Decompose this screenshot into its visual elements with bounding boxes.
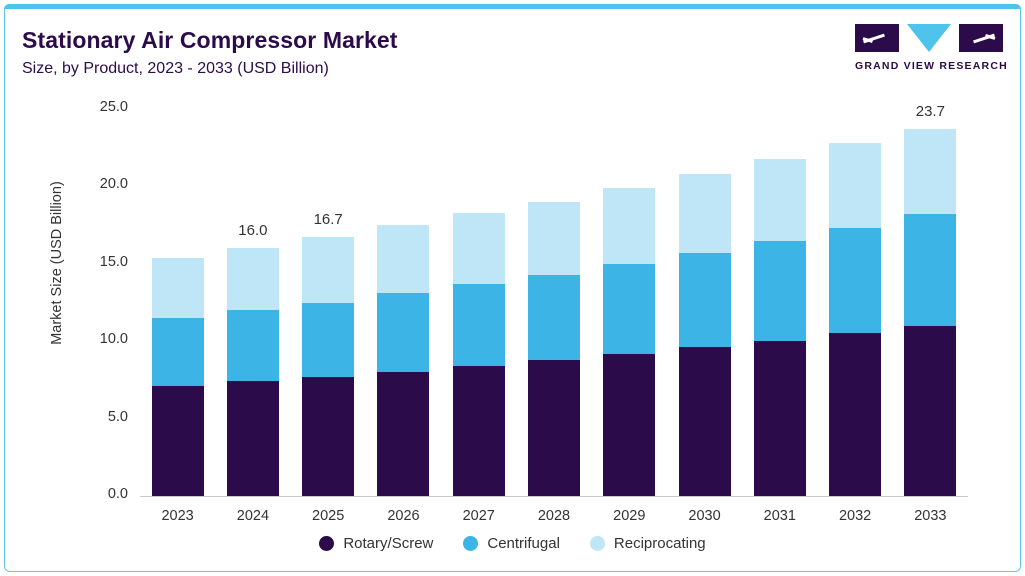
bar-stack[interactable] bbox=[678, 109, 731, 496]
bar-value-label: 16.0 bbox=[238, 222, 268, 240]
bar-segment-centrifugal[interactable] bbox=[302, 302, 355, 377]
logo-triangle-icon bbox=[907, 24, 951, 52]
bar-stack[interactable] bbox=[904, 109, 957, 496]
logo-right-box-icon bbox=[959, 24, 1003, 52]
y-axis-tick-label: 20.0 bbox=[99, 176, 128, 193]
bar-segment-rotary-screw[interactable] bbox=[528, 359, 580, 496]
bar-segment-rotary-screw[interactable] bbox=[678, 347, 731, 496]
bar-segment-centrifugal[interactable] bbox=[603, 263, 656, 354]
bar-segment-reciprocating[interactable] bbox=[829, 143, 882, 229]
bar-segment-centrifugal[interactable] bbox=[151, 317, 204, 387]
bar-segment-centrifugal[interactable] bbox=[678, 252, 731, 348]
y-axis-tick-label: 0.0 bbox=[107, 486, 128, 502]
bar-segment-reciprocating[interactable] bbox=[603, 187, 656, 264]
y-axis-tick-label: 5.0 bbox=[107, 408, 128, 425]
bar-stack[interactable] bbox=[377, 109, 430, 496]
bar-segment-rotary-screw[interactable] bbox=[603, 353, 656, 496]
brand-logo: GRAND VIEW RESEARCH bbox=[855, 24, 1008, 76]
bar-segment-rotary-screw[interactable] bbox=[829, 333, 882, 496]
bar-segment-reciprocating[interactable] bbox=[678, 174, 731, 253]
bar-stack[interactable] bbox=[603, 109, 656, 496]
bar-segment-reciprocating[interactable] bbox=[904, 129, 957, 215]
legend-item[interactable]: Centrifugal bbox=[463, 535, 560, 552]
x-axis-tick-label: 2031 bbox=[763, 508, 796, 524]
bar-segment-reciprocating[interactable] bbox=[302, 237, 355, 303]
bar-segment-centrifugal[interactable] bbox=[753, 240, 806, 342]
x-axis-line bbox=[140, 496, 968, 497]
x-axis-tick-label: 2029 bbox=[613, 508, 646, 524]
y-axis-tick-label: 15.0 bbox=[99, 253, 128, 270]
x-axis-tick-label: 2025 bbox=[312, 508, 345, 524]
page-title: Stationary Air Compressor Market bbox=[22, 27, 398, 53]
bar-segment-centrifugal[interactable] bbox=[377, 293, 430, 373]
bar-stack[interactable] bbox=[151, 109, 204, 496]
bar-stack[interactable] bbox=[528, 109, 580, 496]
bar-segment-centrifugal[interactable] bbox=[904, 214, 957, 326]
bar-stack[interactable] bbox=[302, 109, 355, 496]
logo-text: GRAND VIEW RESEARCH bbox=[855, 60, 1008, 72]
bar-segment-rotary-screw[interactable] bbox=[377, 372, 430, 496]
bar-segment-rotary-screw[interactable] bbox=[753, 341, 806, 496]
x-axis-tick-label: 2023 bbox=[161, 508, 194, 524]
x-axis-tick-label: 2030 bbox=[688, 508, 721, 524]
x-axis-tick-label: 2033 bbox=[914, 508, 947, 524]
bar-segment-rotary-screw[interactable] bbox=[452, 365, 505, 496]
legend-color-swatch bbox=[319, 536, 335, 551]
bar-segment-reciprocating[interactable] bbox=[753, 158, 806, 241]
x-axis-tick-label: 2032 bbox=[838, 508, 872, 524]
bar-segment-reciprocating[interactable] bbox=[528, 201, 580, 275]
x-axis-tick-label: 2028 bbox=[537, 508, 571, 524]
legend-label: Reciprocating bbox=[613, 535, 706, 552]
legend-color-swatch bbox=[589, 536, 605, 551]
legend-label: Centrifugal bbox=[487, 535, 560, 552]
bar-value-label: 23.7 bbox=[915, 103, 945, 121]
y-axis-tick-label: 25.0 bbox=[99, 99, 128, 115]
bar-stack[interactable] bbox=[226, 109, 279, 496]
bar-stack[interactable] bbox=[452, 109, 505, 496]
top-accent-bar bbox=[4, 4, 1021, 9]
bar-segment-rotary-screw[interactable] bbox=[302, 376, 355, 496]
logo-marks bbox=[855, 24, 1003, 54]
bar-segment-centrifugal[interactable] bbox=[226, 310, 279, 382]
bar-value-label: 16.7 bbox=[313, 211, 343, 229]
bar-segment-reciprocating[interactable] bbox=[452, 212, 505, 284]
legend-label: Rotary/Screw bbox=[343, 535, 434, 552]
bar-segment-rotary-screw[interactable] bbox=[226, 381, 279, 496]
bar-segment-reciprocating[interactable] bbox=[151, 257, 204, 318]
y-axis-title: Market Size (USD Billion) bbox=[49, 181, 65, 345]
bar-stack[interactable] bbox=[753, 109, 806, 496]
bar-segment-rotary-screw[interactable] bbox=[904, 325, 957, 496]
bar-segment-reciprocating[interactable] bbox=[226, 248, 279, 311]
bar-segment-centrifugal[interactable] bbox=[528, 274, 580, 360]
y-axis-tick-label: 10.0 bbox=[99, 331, 128, 348]
legend-item[interactable]: Reciprocating bbox=[589, 535, 706, 552]
x-axis-tick-label: 2027 bbox=[462, 508, 495, 524]
x-axis-tick-label: 2026 bbox=[387, 508, 420, 524]
chart-legend: Rotary/Screw Centrifugal Reciprocating bbox=[0, 535, 1025, 552]
legend-item[interactable]: Rotary/Screw bbox=[319, 535, 433, 552]
bar-segment-centrifugal[interactable] bbox=[452, 283, 505, 366]
bar-segment-rotary-screw[interactable] bbox=[151, 386, 204, 496]
legend-color-swatch bbox=[463, 536, 479, 551]
bar-stack[interactable] bbox=[829, 109, 882, 496]
logo-left-box-icon bbox=[855, 24, 899, 52]
page-subtitle: Size, by Product, 2023 - 2033 (USD Billi… bbox=[22, 60, 329, 77]
bar-segment-reciprocating[interactable] bbox=[377, 225, 430, 294]
bar-segment-centrifugal[interactable] bbox=[829, 228, 882, 334]
x-axis-tick-label: 2024 bbox=[236, 508, 270, 524]
